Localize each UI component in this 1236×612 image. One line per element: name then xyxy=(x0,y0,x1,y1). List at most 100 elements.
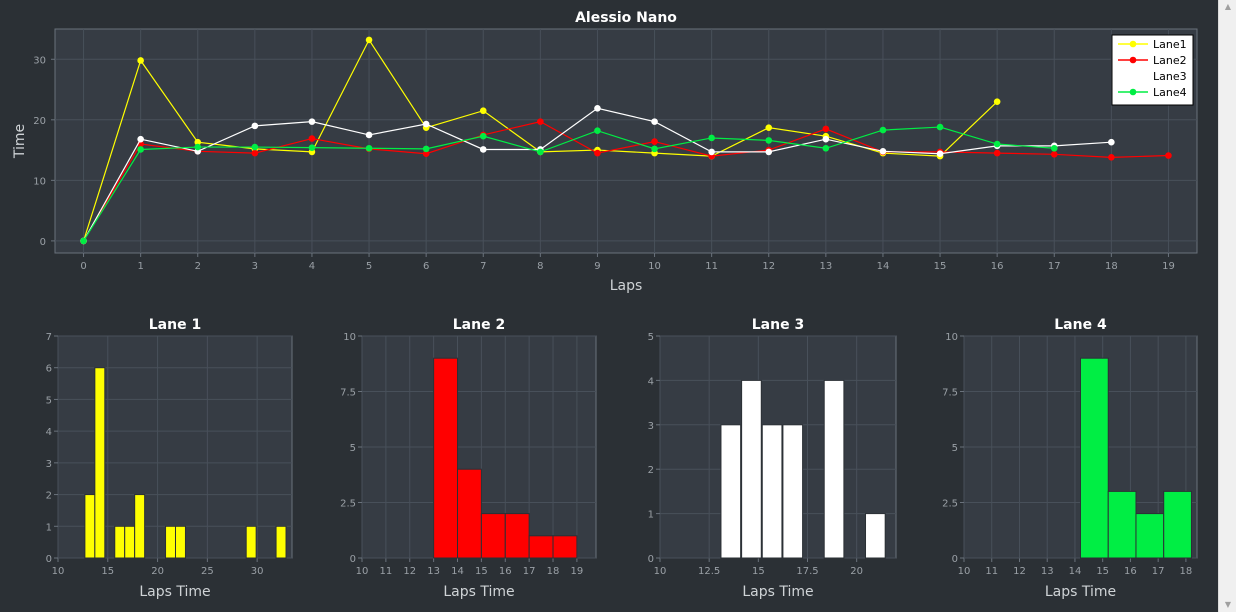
data-point-lane2 xyxy=(1108,154,1115,161)
data-point-lane3 xyxy=(365,131,373,139)
x-tick-label: 9 xyxy=(594,261,600,272)
x-tick-label: 18 xyxy=(547,566,560,577)
histogram-bar xyxy=(275,525,287,559)
x-tick-label: 17.5 xyxy=(796,566,818,577)
histogram-bar xyxy=(480,513,506,559)
x-tick-label: 16 xyxy=(1124,566,1137,577)
chart-title: Alessio Nano xyxy=(575,10,677,26)
histogram-bar xyxy=(457,468,482,559)
vertical-scrollbar[interactable]: ▲ ▼ xyxy=(1218,0,1236,612)
x-tick-label: 6 xyxy=(423,261,429,272)
data-point-lane1 xyxy=(765,124,773,131)
histogram-bar xyxy=(552,535,578,559)
legend-swatch-marker xyxy=(1129,72,1137,80)
x-tick-label: 11 xyxy=(705,261,718,272)
data-point-lane3 xyxy=(594,105,601,112)
y-tick-label: 7 xyxy=(46,332,52,343)
scroll-down-icon[interactable]: ▼ xyxy=(1224,600,1232,609)
main-line-chart: 0 1 2 3 4 5 6 7 8 9 10 11 12 13 14 15 16 17 18 190102030Ale… xyxy=(12,10,1198,294)
y-tick-label: 3 xyxy=(46,459,52,470)
data-point-lane4 xyxy=(537,148,544,156)
x-tick-label: 17 xyxy=(1048,261,1061,272)
data-point-lane3 xyxy=(708,148,715,156)
series-line-lane2 xyxy=(83,120,1169,242)
y-tick-label: 2.5 xyxy=(340,499,356,510)
data-point-lane4 xyxy=(594,127,601,135)
y-tick-label: 10 xyxy=(945,332,958,343)
x-tick-label: 13 xyxy=(1041,566,1054,577)
y-tick-label: 4 xyxy=(46,427,52,438)
x-tick-label: 12.5 xyxy=(698,566,720,577)
x-tick-label: 14 xyxy=(1069,566,1082,577)
histogram-title: Lane 1 xyxy=(149,317,201,333)
histogram-bar xyxy=(504,513,530,559)
data-point-lane4 xyxy=(422,145,430,153)
x-tick-label: 17 xyxy=(1152,566,1165,577)
histogram-title: Lane 3 xyxy=(752,317,804,333)
data-point-lane2 xyxy=(1165,152,1172,159)
histogram-bar xyxy=(84,494,96,559)
legend-swatch-marker xyxy=(1129,40,1137,48)
histogram-bar xyxy=(433,357,459,559)
data-point-lane3 xyxy=(936,150,944,158)
legend-swatch-marker xyxy=(1129,56,1137,64)
histogram-bar xyxy=(245,525,257,559)
y-tick-label: 2.5 xyxy=(942,499,958,510)
x-tick-label: 16 xyxy=(499,566,512,577)
histogram-bar xyxy=(782,424,804,559)
y-tick-label: 20 xyxy=(33,116,46,127)
data-point-lane3 xyxy=(137,135,144,143)
x-tick-label: 15 xyxy=(752,566,765,577)
data-point-lane1 xyxy=(137,57,144,64)
x-axis-label: Laps Time xyxy=(742,584,813,600)
x-axis-label: Laps Time xyxy=(1045,584,1116,600)
histogram-bar xyxy=(165,525,176,559)
data-point-lane2 xyxy=(651,138,658,145)
x-tick-label: 2 xyxy=(195,261,201,272)
data-point-lane4 xyxy=(1050,144,1058,152)
histogram-bar xyxy=(1080,357,1109,559)
x-tick-label: 18 xyxy=(1180,566,1193,577)
x-tick-label: 30 xyxy=(251,566,264,577)
data-point-lane3 xyxy=(879,147,887,155)
data-point-lane3 xyxy=(308,118,316,125)
y-tick-label: 10 xyxy=(33,176,46,187)
x-tick-label: 18 xyxy=(1105,261,1118,272)
histogram-bar xyxy=(741,379,762,559)
x-axis-label: Laps Time xyxy=(139,584,210,600)
x-tick-label: 10 xyxy=(356,566,369,577)
data-point-lane4 xyxy=(993,140,1001,148)
data-point-lane4 xyxy=(651,145,658,153)
histogram-bar xyxy=(1163,490,1192,559)
data-point-lane2 xyxy=(1050,151,1058,158)
data-point-lane2 xyxy=(993,149,1001,157)
x-tick-label: 10 xyxy=(654,566,667,577)
histogram-title: Lane 4 xyxy=(1054,317,1107,333)
x-tick-label: 14 xyxy=(877,261,890,272)
data-point-lane4 xyxy=(708,134,715,142)
histogram-title: Lane 2 xyxy=(453,317,505,333)
y-tick-label: 1 xyxy=(648,510,654,521)
y-tick-label: 0 xyxy=(46,554,52,565)
data-point-lane4 xyxy=(308,144,316,151)
data-point-lane2 xyxy=(822,125,830,133)
x-tick-label: 12 xyxy=(403,566,416,577)
data-point-lane2 xyxy=(594,149,601,157)
data-point-lane2 xyxy=(308,135,316,142)
histogram-bar xyxy=(174,525,186,559)
x-tick-label: 4 xyxy=(309,261,315,272)
legend-swatch-marker xyxy=(1129,88,1137,96)
data-point-lane4 xyxy=(251,143,259,151)
y-tick-label: 10 xyxy=(343,332,356,343)
y-tick-label: 0 xyxy=(350,554,356,565)
histogram-lane-2: 10 11 12 13 14 15 16 17 18 19 0 2.5 5 7.5 10 Lane 2 Laps… xyxy=(340,317,597,600)
data-point-lane1 xyxy=(194,138,202,146)
data-point-lane3 xyxy=(422,120,430,128)
x-tick-label: 1 xyxy=(137,261,143,272)
legend-entry: Lane1 xyxy=(1153,38,1187,51)
x-tick-label: 15 xyxy=(101,566,114,577)
data-point-lane1 xyxy=(365,36,373,44)
histogram-lane-3: 10 12.5 15 17.5 20 0 1 2 3 4 5 Lane 3 Laps Time xyxy=(648,317,897,600)
scroll-up-icon[interactable]: ▲ xyxy=(1224,2,1232,11)
x-tick-label: 12 xyxy=(762,261,775,272)
